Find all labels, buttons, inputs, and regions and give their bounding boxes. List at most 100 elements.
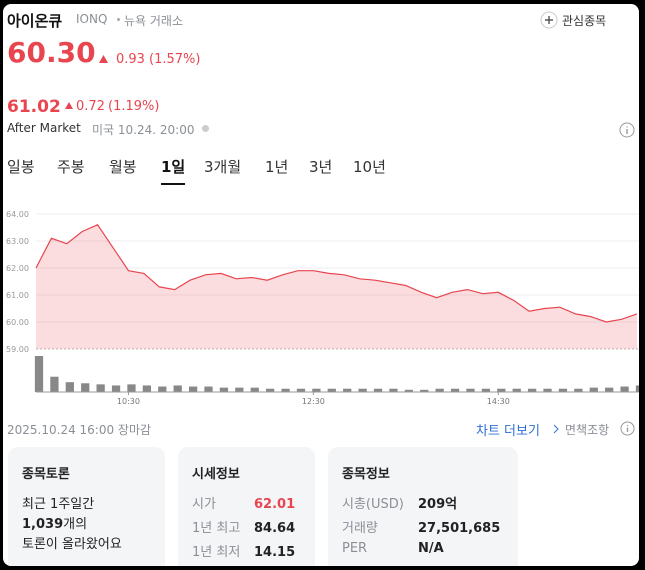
volume-bar: [635, 385, 639, 392]
volume-bar: [96, 384, 105, 392]
info-icon[interactable]: [619, 122, 635, 138]
row-value: 84.64: [254, 521, 296, 536]
row-value: 14.15: [254, 545, 296, 560]
y-tick-label: 63.00: [6, 237, 29, 246]
volume-bar: [127, 384, 136, 392]
volume-bar: [574, 388, 583, 392]
volume-bar: [358, 388, 367, 392]
volume-bar: [142, 385, 152, 392]
tab[interactable]: 월봉: [109, 158, 137, 176]
tab[interactable]: 일봉: [7, 158, 35, 176]
volume-bar: [296, 388, 306, 392]
chart: 59.00 60.00 61.00 62.00 63.00 64.00 10:30 12:30…: [6, 210, 639, 406]
info-row: 시총(USD) 209억: [342, 493, 457, 512]
tab[interactable]: 주봉: [57, 158, 85, 176]
volume-bar: [543, 388, 552, 392]
price: 60.30: [7, 36, 96, 69]
row-label: 시총(USD): [342, 497, 404, 512]
volume-bar: [281, 388, 290, 392]
volume-bar: [373, 388, 383, 392]
add-icon[interactable]: [540, 11, 558, 29]
after-price: 61.02: [7, 97, 61, 117]
volume-bar: [266, 388, 275, 392]
quote-card[interactable]: 시세정보 시가 62.01 1년 최고 84.64 1년 최저 14.15: [178, 447, 315, 566]
panel: 아이온큐 IONQ 뉴욕 거래소 관심종목 60.30 0.93 (1.57%)…: [3, 4, 639, 566]
volume-bar: [204, 386, 213, 392]
card-text: 최근 1주일간: [22, 497, 95, 512]
market-status: 2025.10.24 16:00 장마감: [7, 423, 152, 437]
exchange: 뉴욕 거래소: [124, 14, 184, 28]
volume-bar: [111, 385, 121, 392]
up-arrow: [65, 102, 73, 109]
volume-bar: [512, 388, 521, 392]
chevron: [553, 424, 559, 434]
volume-bar: [450, 388, 460, 392]
tab[interactable]: 3개월: [204, 158, 242, 176]
volume-bar: [250, 387, 259, 392]
volume-bar: [173, 385, 182, 392]
info-row: 시가 62.01: [192, 493, 295, 512]
volume-bar: [420, 389, 429, 392]
volume-bar: [404, 389, 413, 392]
up-arrow: [99, 55, 108, 63]
x-tick-label: 12:30: [302, 397, 325, 406]
tab[interactable]: 3년: [309, 158, 333, 176]
volume-bar: [312, 388, 321, 392]
volume-bar: [466, 388, 475, 392]
volume-bar: [219, 387, 229, 392]
volume-bar: [50, 376, 59, 392]
row-label: 시가: [192, 497, 216, 512]
count: 1,039: [22, 517, 64, 532]
volume-bar: [558, 388, 568, 392]
tab[interactable]: 1년: [265, 158, 289, 176]
y-tick-label: 64.00: [6, 210, 29, 219]
price-line: [35, 224, 638, 323]
status-dot: [202, 125, 209, 132]
info-row: 1년 최고 84.64: [192, 517, 295, 536]
info-row: 거래량 27,501,685: [342, 517, 500, 536]
info-row: 1년 최저 14.15: [192, 541, 295, 560]
info-icon[interactable]: [620, 421, 635, 436]
after-change-pct: (1.19%): [108, 99, 160, 114]
volume-bar: [589, 387, 598, 392]
volume-bar: [620, 386, 629, 392]
volume-bar: [497, 388, 506, 392]
watch-button[interactable]: 관심종목: [562, 14, 607, 28]
tab[interactable]: 10년: [353, 158, 386, 176]
row-value: 62.01: [254, 497, 296, 512]
volume-bar: [481, 388, 491, 392]
volume-bar: [389, 388, 398, 392]
card-title: 시세정보: [192, 467, 240, 482]
volume-bar: [188, 386, 198, 392]
volume-bar: [327, 388, 336, 392]
price-area: [36, 224, 637, 349]
card-text: 토론이 올라왔어요: [22, 537, 122, 552]
volume-bar: [343, 388, 352, 392]
row-value: 209억: [418, 497, 458, 512]
volume-bar: [81, 383, 90, 392]
stock-name: 아이온큐: [7, 12, 63, 30]
volume-bar: [235, 387, 244, 392]
y-tick-label: 62.00: [6, 264, 29, 273]
disclaimer-link[interactable]: 면책조항: [565, 423, 610, 437]
more-chart-link[interactable]: 차트 더보기: [476, 424, 540, 439]
discussion-card[interactable]: 종목토론 최근 1주일간 1,039개의 토론이 올라왔어요: [8, 447, 165, 566]
volume-bar: [65, 382, 74, 392]
info-card[interactable]: 종목정보 시총(USD) 209억 거래량 27,501,685 PER N/A: [328, 447, 518, 566]
ticker: IONQ: [76, 12, 108, 26]
volume-bar: [527, 388, 537, 392]
volume-bar: [158, 386, 167, 392]
tab[interactable]: 1일: [161, 156, 186, 185]
after-label: After Market: [7, 121, 81, 135]
row-label: 거래량: [342, 521, 378, 536]
row-value: N/A: [418, 541, 444, 556]
volume-bar: [34, 356, 44, 392]
volume-bar: [605, 387, 614, 392]
x-tick-label: 14:30: [487, 397, 510, 406]
volume-bar: [435, 388, 444, 392]
row-value: 27,501,685: [418, 521, 501, 536]
x-tick-label: 10:30: [117, 397, 140, 406]
after-time: 미국 10.24. 20:00: [92, 123, 195, 137]
